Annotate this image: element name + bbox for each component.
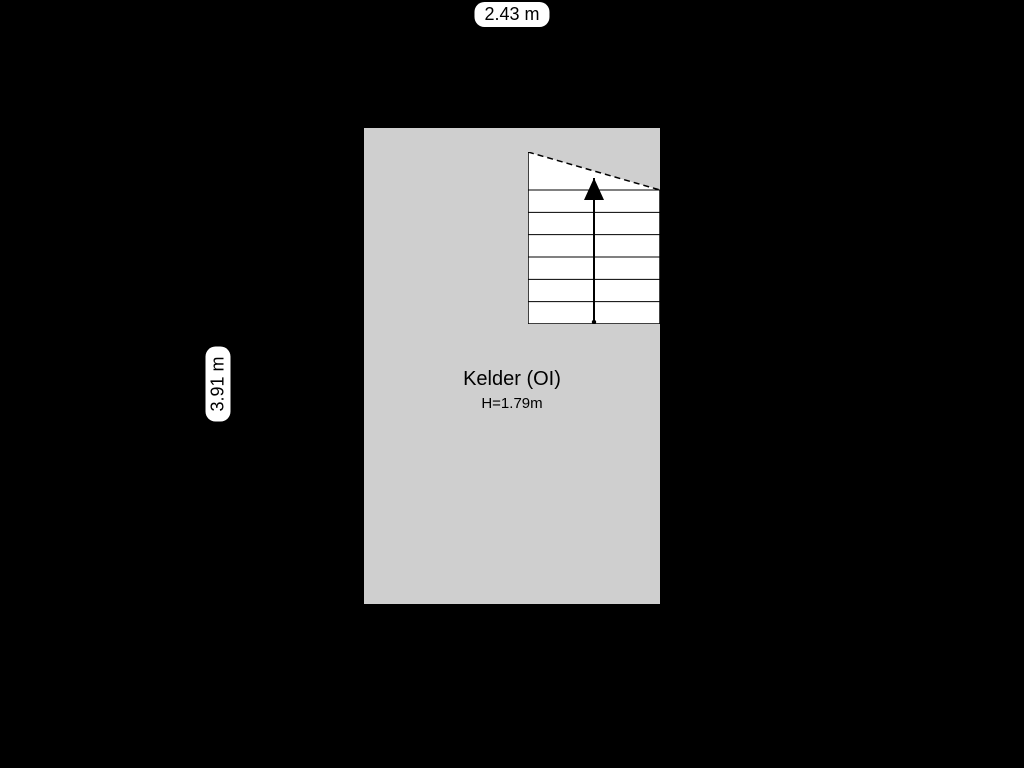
- room-name: Kelder (OI): [364, 368, 660, 391]
- dimension-height-label: 3.91 m: [206, 346, 231, 421]
- floorplan-canvas: 2.43 m 3.91 m Kelder (OI) H=1.79m: [0, 0, 1024, 768]
- dimension-width-label: 2.43 m: [474, 2, 549, 27]
- room-kelder: Kelder (OI) H=1.79m: [364, 128, 660, 604]
- room-label-block: Kelder (OI) H=1.79m: [364, 368, 660, 412]
- stairs: [528, 152, 660, 324]
- stairs-icon: [528, 152, 660, 324]
- room-height-label: H=1.79m: [364, 395, 660, 412]
